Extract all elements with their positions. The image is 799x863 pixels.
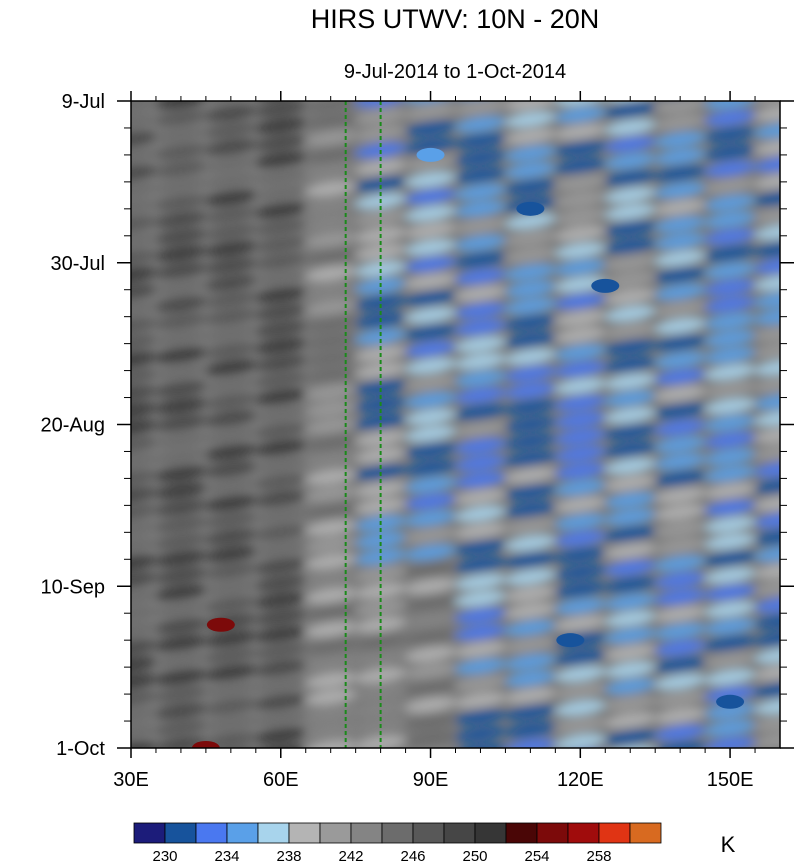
colorbar-swatch-13 xyxy=(536,822,569,844)
colorbar-label-4: 246 xyxy=(400,848,425,863)
colorbar-label-1: 234 xyxy=(214,848,239,863)
colorbar-swatch-14 xyxy=(567,822,600,844)
chart-subtitle: 9-Jul-2014 to 1-Oct-2014 xyxy=(344,61,566,83)
field-feature-4 xyxy=(556,633,585,648)
field-feature-5 xyxy=(716,694,745,709)
field-feature-6 xyxy=(191,741,220,748)
y-tick-label-1: 30-Jul xyxy=(51,253,105,275)
colorbar-label-2: 238 xyxy=(276,848,301,863)
colorbar-swatch-12 xyxy=(505,822,538,844)
chart-title: HIRS UTWV: 10N - 20N xyxy=(311,4,600,34)
y-tick-label-2: 20-Aug xyxy=(41,415,106,437)
colorbar: 230 234 238 242 246 250 254 258 xyxy=(133,822,662,863)
colorbar-label-0: 230 xyxy=(152,848,177,863)
colorbar-swatch-7 xyxy=(350,822,383,844)
colorbar-label-6: 254 xyxy=(524,848,549,863)
colorbar-swatch-5 xyxy=(288,822,321,844)
colorbar-label-5: 250 xyxy=(462,848,487,863)
x-tick-label-4: 150E xyxy=(707,769,754,791)
y-tick-label-4: 1-Oct xyxy=(56,738,105,760)
colorbar-label-7: 258 xyxy=(586,848,611,863)
y-tick-label-3: 10-Sep xyxy=(41,576,106,598)
colorbar-swatch-10 xyxy=(443,822,476,844)
colorbar-swatch-6 xyxy=(319,822,352,844)
colorbar-swatch-11 xyxy=(474,822,507,844)
colorbar-swatch-0 xyxy=(133,822,166,844)
x-tick-label-1: 60E xyxy=(263,769,299,791)
colorbar-swatch-4 xyxy=(257,822,290,844)
field-feature-2 xyxy=(591,278,620,293)
colorbar-swatch-3 xyxy=(226,822,259,844)
colorbar-swatch-15 xyxy=(598,822,631,844)
field-feature-3 xyxy=(206,617,235,632)
x-tick-label-0: 30E xyxy=(113,769,149,791)
colorbar-swatch-8 xyxy=(381,822,414,844)
colorbar-swatch-2 xyxy=(195,822,228,844)
heatmap-plot-area xyxy=(131,101,780,748)
x-tick-label-3: 120E xyxy=(557,769,604,791)
colorbar-swatch-16 xyxy=(629,822,662,844)
field-feature-0 xyxy=(416,147,445,162)
colorbar-swatch-9 xyxy=(412,822,445,844)
colorbar-label-3: 242 xyxy=(338,848,363,863)
y-tick-label-0: 9-Jul xyxy=(62,91,105,113)
colorbar-swatch-1 xyxy=(164,822,197,844)
x-tick-label-2: 90E xyxy=(413,769,449,791)
field-feature-1 xyxy=(516,201,545,216)
colorbar-unit: K xyxy=(721,832,736,857)
